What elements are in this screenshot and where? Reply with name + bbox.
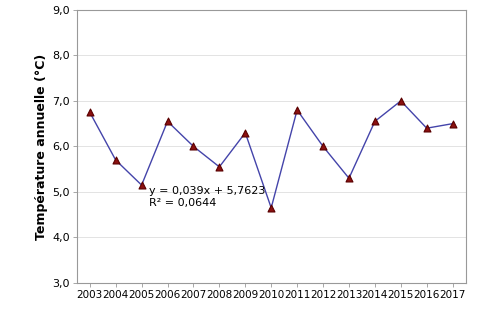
Point [164, 119, 171, 124]
Point [216, 164, 223, 169]
Point [138, 183, 145, 188]
Point [397, 98, 405, 104]
Point [319, 144, 327, 149]
Point [371, 119, 379, 124]
Point [423, 126, 431, 131]
Point [293, 107, 301, 113]
Point [190, 144, 197, 149]
Point [267, 205, 275, 211]
Point [112, 158, 120, 163]
Point [345, 176, 353, 181]
Point [86, 110, 94, 115]
Point [449, 121, 456, 126]
Y-axis label: Température annuelle (°C): Température annuelle (°C) [35, 53, 48, 240]
Point [241, 130, 249, 136]
Text: y = 0,039x + 5,7623
R² = 0,0644: y = 0,039x + 5,7623 R² = 0,0644 [149, 186, 266, 208]
